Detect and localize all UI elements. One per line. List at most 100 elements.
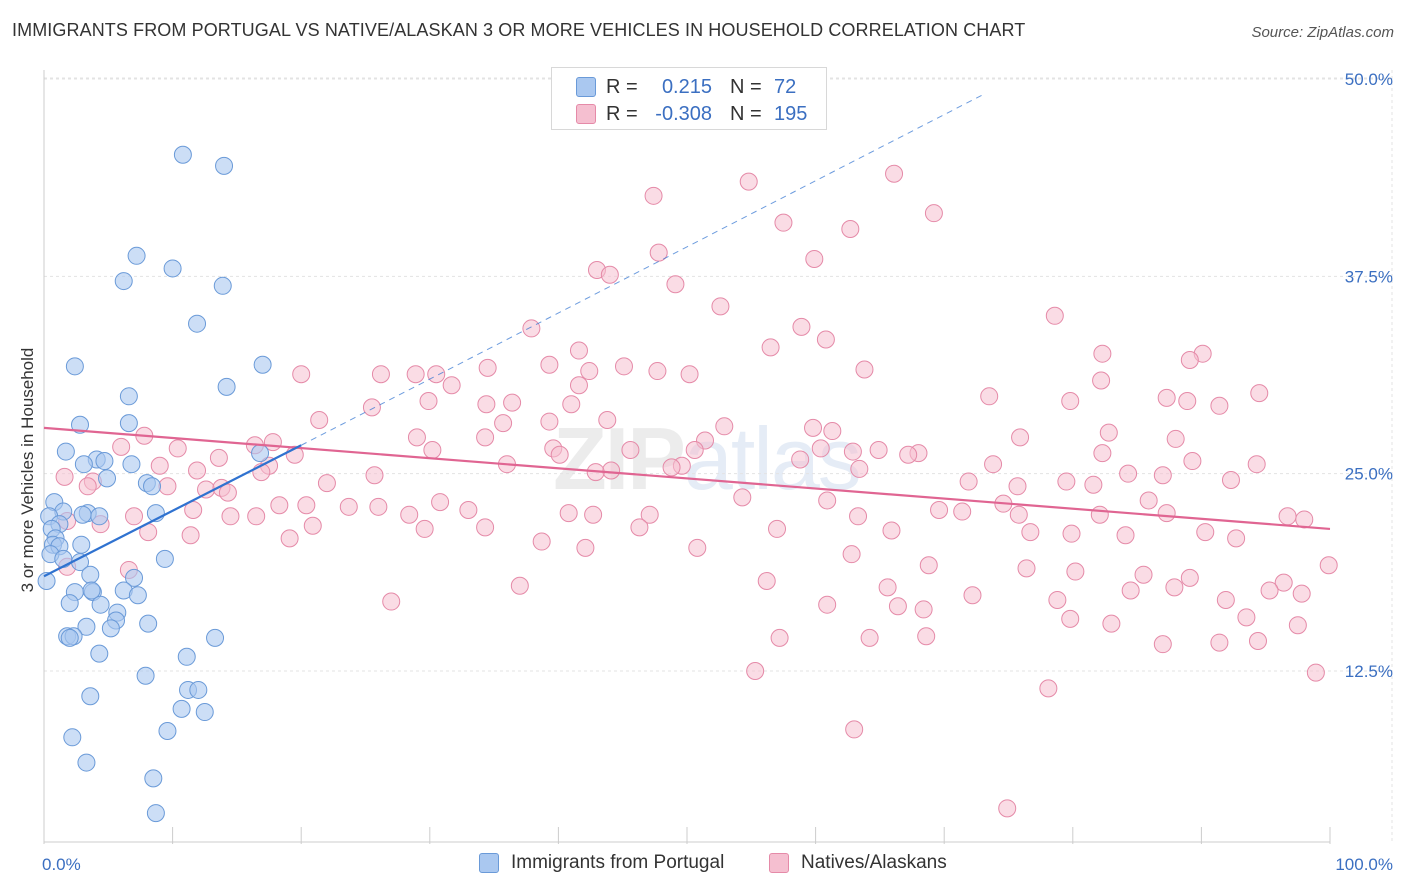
legend-item-natives[interactable]: Natives/Alaskans (769, 852, 947, 874)
natives-point (1221, 470, 1240, 489)
legend-label: Immigrants from Portugal (511, 852, 725, 873)
natives-point (1260, 581, 1279, 600)
natives-point (1166, 429, 1185, 448)
portugal-point (146, 804, 165, 823)
natives-point (78, 477, 97, 496)
portugal-trend-extension (300, 94, 984, 446)
n-value: 195 (774, 102, 808, 125)
natives-point (247, 507, 266, 526)
portugal-point (60, 594, 79, 613)
portugal-point (173, 145, 192, 164)
natives-point (280, 529, 299, 548)
natives-point (845, 720, 864, 739)
natives-point (188, 461, 207, 480)
source-credit: Source: ZipAtlas.com (1251, 24, 1394, 41)
natives-point (1210, 396, 1229, 415)
natives-swatch (769, 853, 789, 873)
natives-point (427, 365, 446, 384)
natives-point (953, 502, 972, 521)
portugal-point (125, 568, 144, 587)
portugal-trend-line (43, 444, 302, 578)
natives-point (221, 507, 240, 526)
natives-point (930, 500, 949, 519)
portugal-point (251, 444, 270, 463)
natives-point (1057, 472, 1076, 491)
natives-point (550, 445, 569, 464)
natives-point (842, 545, 861, 564)
portugal-point (77, 617, 96, 636)
natives-point (816, 330, 835, 349)
portugal-point (139, 614, 158, 633)
natives-point (476, 518, 495, 537)
natives-point (1183, 452, 1202, 471)
portugal-point (136, 666, 155, 685)
portugal-point (189, 680, 208, 699)
portugal-point (72, 535, 91, 554)
natives-point (158, 477, 177, 496)
natives-point (584, 505, 603, 524)
portugal-point (81, 565, 100, 584)
natives-point (540, 355, 559, 374)
natives-point (1319, 556, 1338, 575)
portugal-point (172, 699, 191, 718)
natives-point (1180, 351, 1199, 370)
natives-point (1066, 562, 1085, 581)
legend-row-portugal: R = 0.215 N = 72 (576, 75, 814, 99)
natives-point (757, 572, 776, 591)
natives-point (818, 595, 837, 614)
natives-point (431, 493, 450, 512)
natives-point (406, 365, 425, 384)
natives-point (811, 439, 830, 458)
natives-point (1084, 475, 1103, 494)
n-label: N = (730, 102, 762, 125)
natives-point (1093, 444, 1112, 463)
natives-point (181, 526, 200, 545)
portugal-point (90, 644, 109, 663)
natives-point (823, 422, 842, 441)
natives-point (963, 586, 982, 605)
natives-point (805, 249, 824, 268)
natives-point (869, 440, 888, 459)
portugal-point (188, 314, 207, 333)
natives-point (1157, 504, 1176, 523)
natives-point (1011, 428, 1030, 447)
natives-point (885, 164, 904, 183)
natives-point (580, 362, 599, 381)
natives-point (365, 466, 384, 485)
natives-point (407, 428, 426, 447)
natives-point (459, 500, 478, 519)
natives-point (860, 628, 879, 647)
natives-point (1039, 679, 1058, 698)
natives-point (1216, 590, 1235, 609)
natives-point (168, 439, 187, 458)
natives-point (522, 319, 541, 338)
natives-point (648, 362, 667, 381)
natives-point (818, 491, 837, 510)
natives-point (1134, 565, 1153, 584)
natives-point (662, 458, 681, 477)
natives-point (1102, 614, 1121, 633)
natives-point (1165, 578, 1184, 597)
natives-point (382, 592, 401, 611)
portugal-point (37, 572, 56, 591)
natives-point (715, 417, 734, 436)
r-label: R = (606, 75, 638, 98)
natives-point (1250, 384, 1269, 403)
x-tick-label: 0.0% (42, 855, 81, 874)
portugal-point (119, 387, 138, 406)
natives-point (984, 455, 1003, 474)
portugal-point (56, 442, 75, 461)
natives-point (218, 483, 237, 502)
natives-point (739, 172, 758, 191)
natives-point (791, 450, 810, 469)
watermark-zip: ZIP (553, 409, 686, 508)
natives-point (1090, 505, 1109, 524)
portugal-point (119, 414, 138, 433)
portugal-point (95, 452, 114, 471)
natives-point (1153, 635, 1172, 654)
legend-item-portugal[interactable]: Immigrants from Portugal (479, 852, 724, 874)
natives-point (804, 418, 823, 437)
natives-point (1045, 306, 1064, 325)
natives-point (1274, 573, 1293, 592)
